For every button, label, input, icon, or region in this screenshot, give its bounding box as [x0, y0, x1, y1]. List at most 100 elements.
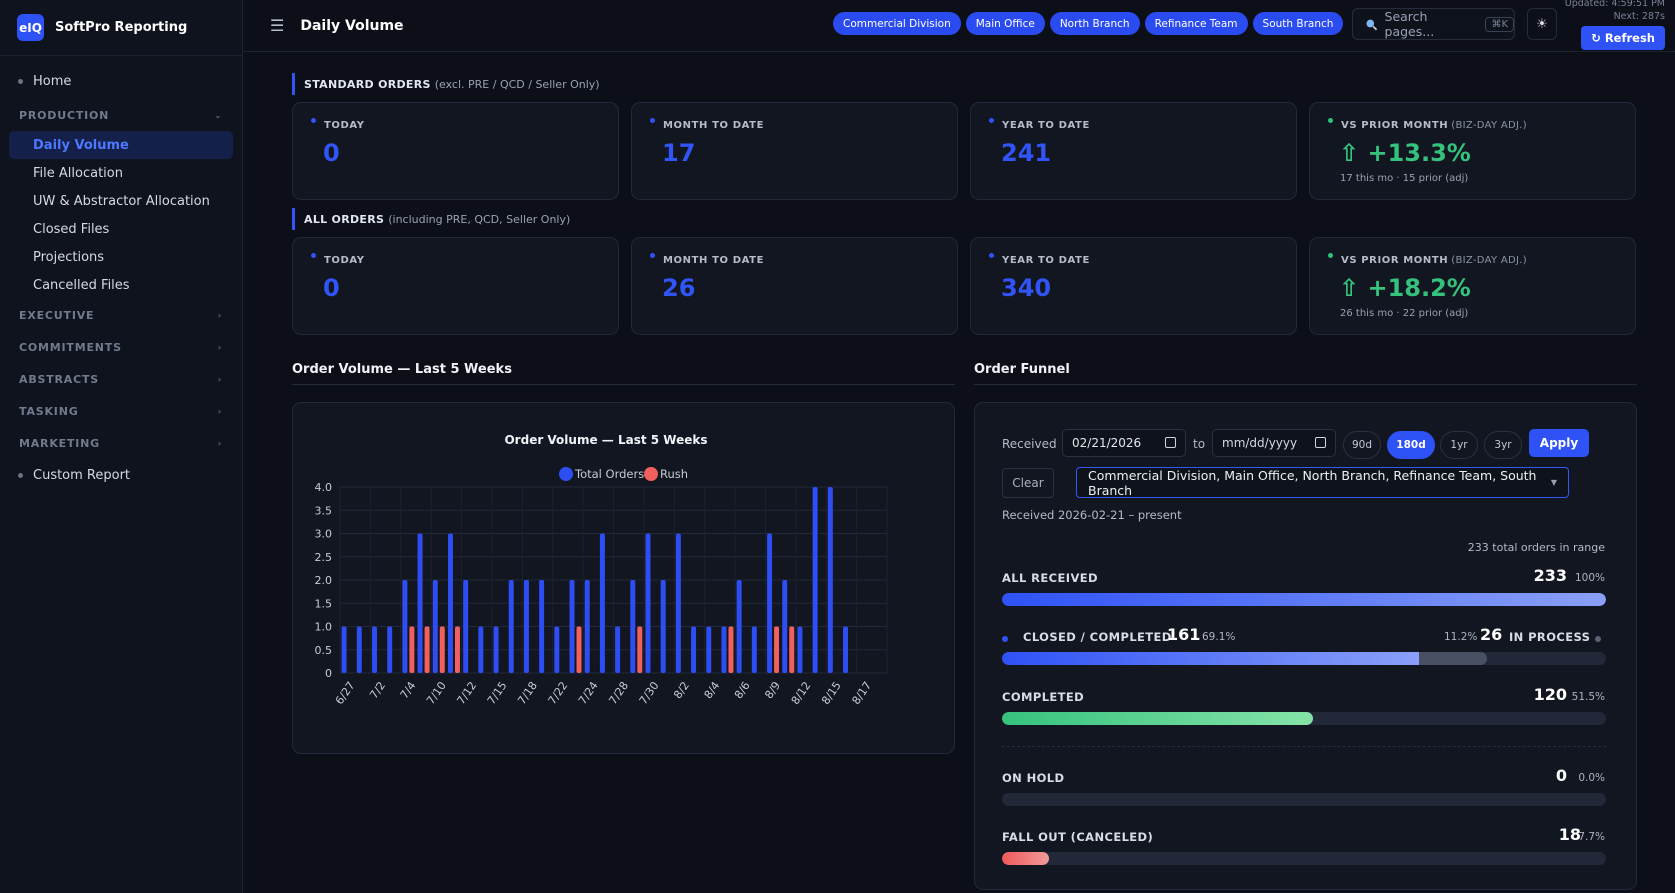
x-tick-label: 8/9: [762, 679, 783, 701]
bar-total-orders: [782, 580, 788, 673]
branch-chip[interactable]: Main Office: [965, 12, 1045, 35]
section-label: ABSTRACTS: [19, 372, 100, 386]
search-input[interactable]: Search pages... ⌘K: [1352, 8, 1515, 40]
bar-rush: [409, 626, 415, 673]
refresh-button[interactable]: ↻ Refresh: [1581, 26, 1665, 50]
divider: [292, 384, 955, 385]
branch-chip[interactable]: Commercial Division: [833, 12, 961, 35]
bar-total-orders: [721, 626, 727, 673]
legend-swatch-total: [559, 467, 573, 481]
sidebar-item-custom-report[interactable]: Custom Report: [0, 461, 242, 489]
x-tick-label: 8/17: [849, 679, 874, 707]
range-180d-button[interactable]: 180d: [1387, 431, 1435, 459]
in-process-fill: [1419, 652, 1487, 665]
sun-icon: ☀: [1536, 16, 1548, 32]
kpi-card-all-today: TODAY 0: [292, 237, 619, 335]
kpi-card-standard-mtd: MONTH TO DATE 17: [631, 102, 958, 200]
branch-chip[interactable]: North Branch: [1049, 12, 1140, 35]
bar-total-orders: [660, 580, 666, 673]
sidebar-item-closed-files[interactable]: Closed Files: [33, 221, 110, 237]
bullet-icon: [1328, 253, 1333, 258]
to-date-input[interactable]: mm/dd/yyyy: [1212, 429, 1336, 457]
branch-chip[interactable]: Refinance Team: [1144, 12, 1248, 35]
bar-total-orders: [417, 533, 423, 673]
chevron-down-icon: ⌄: [214, 110, 222, 120]
branch-chip[interactable]: South Branch: [1252, 12, 1344, 35]
bar-total-orders: [387, 626, 393, 673]
sidebar-item-cancelled-files[interactable]: Cancelled Files: [33, 277, 130, 293]
completed-bar: [1002, 712, 1606, 725]
section-qualifier: (including PRE, QCD, Seller Only): [388, 212, 571, 226]
sidebar-item-home[interactable]: Home: [0, 67, 242, 95]
chart-title: Order Volume — Last 5 Weeks: [504, 433, 707, 447]
range-1yr-button[interactable]: 1yr: [1440, 431, 1478, 459]
kpi-label-text: VS PRIOR MONTH: [1341, 120, 1449, 131]
chart-grid: [339, 486, 888, 674]
bar-total-orders: [630, 580, 636, 673]
search-icon: [1366, 19, 1378, 30]
clear-button[interactable]: Clear: [1002, 468, 1054, 498]
topbar: ☰ Daily Volume Commercial Division Main …: [243, 0, 1675, 52]
kpi-label: VS PRIOR MONTH (BIZ-DAY ADJ.): [1328, 118, 1527, 131]
kpi-label: YEAR TO DATE: [989, 253, 1090, 266]
sidebar-section-commitments[interactable]: COMMITMENTS ›: [0, 331, 242, 363]
branch-select[interactable]: Commercial Division, Main Office, North …: [1076, 467, 1569, 498]
x-tick-label: 7/24: [576, 679, 601, 707]
y-tick-label: 2.5: [315, 551, 333, 564]
chart-bars: [341, 487, 849, 673]
sidebar-item-file-allocation[interactable]: File Allocation: [33, 165, 123, 181]
bullet-icon: [989, 253, 994, 258]
bar-total-orders: [751, 626, 757, 673]
range-3yr-button[interactable]: 3yr: [1484, 431, 1522, 459]
sidebar-section-executive[interactable]: EXECUTIVE ›: [0, 299, 242, 331]
sidebar-item-daily-volume[interactable]: Daily Volume: [9, 131, 233, 159]
bar-rush: [637, 626, 643, 673]
legend-swatch-rush: [644, 467, 658, 481]
standard-orders-label: STANDARD ORDERS (excl. PRE / QCD / Seller…: [292, 73, 600, 95]
sidebar-section-production[interactable]: PRODUCTION ⌄: [0, 99, 242, 131]
order-funnel-card: Received 02/21/2026 to mm/dd/yyyy 90d 18…: [974, 402, 1637, 890]
bullet-icon: [311, 118, 316, 123]
kpi-value: 17: [662, 139, 696, 167]
range-90d-button[interactable]: 90d: [1343, 431, 1381, 459]
sidebar-item-projections[interactable]: Projections: [33, 249, 105, 265]
search-placeholder: Search pages...: [1384, 9, 1435, 39]
theme-toggle-button[interactable]: ☀: [1527, 8, 1557, 40]
bar-total-orders: [447, 533, 453, 673]
bar-total-orders: [569, 580, 575, 673]
kpi-card-standard-ytd: YEAR TO DATE 241: [970, 102, 1297, 200]
bullet-icon: [1595, 636, 1601, 642]
sidebar-section-marketing[interactable]: MARKETING ›: [0, 427, 242, 459]
section-title: ALL ORDERS: [304, 212, 385, 226]
kpi-value: ⇧ +13.3%: [1339, 139, 1471, 167]
on-hold-label: ON HOLD: [1002, 771, 1065, 785]
section-qualifier: (excl. PRE / QCD / Seller Only): [434, 77, 600, 91]
sidebar-section-tasking[interactable]: TASKING ›: [0, 395, 242, 427]
bar-total-orders: [356, 626, 362, 673]
y-tick-label: 3.0: [315, 528, 333, 541]
bar-rush: [728, 626, 734, 673]
chevron-right-icon: ›: [217, 438, 222, 448]
fall-out-count: 18: [1558, 825, 1581, 844]
sidebar-item-uw-abstractor[interactable]: UW & Abstractor Allocation: [33, 193, 210, 209]
closed-pct: 69.1%: [1202, 631, 1236, 643]
order-volume-chart-card: Order Volume — Last 5 Weeks Total Orders…: [292, 402, 955, 754]
legend-label-total: Total Orders: [574, 467, 644, 481]
kpi-value: 241: [1001, 139, 1052, 167]
chevron-down-icon: ▼: [1550, 478, 1557, 487]
closed-fill: [1002, 652, 1420, 665]
from-date-input[interactable]: 02/21/2026: [1062, 429, 1186, 457]
sidebar-item-label: Custom Report: [33, 467, 131, 483]
x-tick-label: 7/12: [454, 679, 479, 707]
sidebar-section-abstracts[interactable]: ABSTRACTS ›: [0, 363, 242, 395]
x-tick-label: 8/15: [819, 679, 844, 707]
fall-out-pct: 7.7%: [1578, 831, 1605, 843]
bullet-icon: [1002, 636, 1008, 642]
brand[interactable]: eIQ SoftPro Reporting: [0, 0, 242, 56]
bar-rush: [774, 626, 780, 673]
completed-label: COMPLETED: [1002, 690, 1085, 704]
menu-icon[interactable]: ☰: [270, 16, 285, 35]
bar-total-orders: [523, 580, 529, 673]
x-axis: 6/27 7/2 7/4 7/10 7/12 7/15 7/18 7/22 7/24 7/28 7/…: [333, 679, 874, 707]
apply-button[interactable]: Apply: [1529, 429, 1589, 457]
